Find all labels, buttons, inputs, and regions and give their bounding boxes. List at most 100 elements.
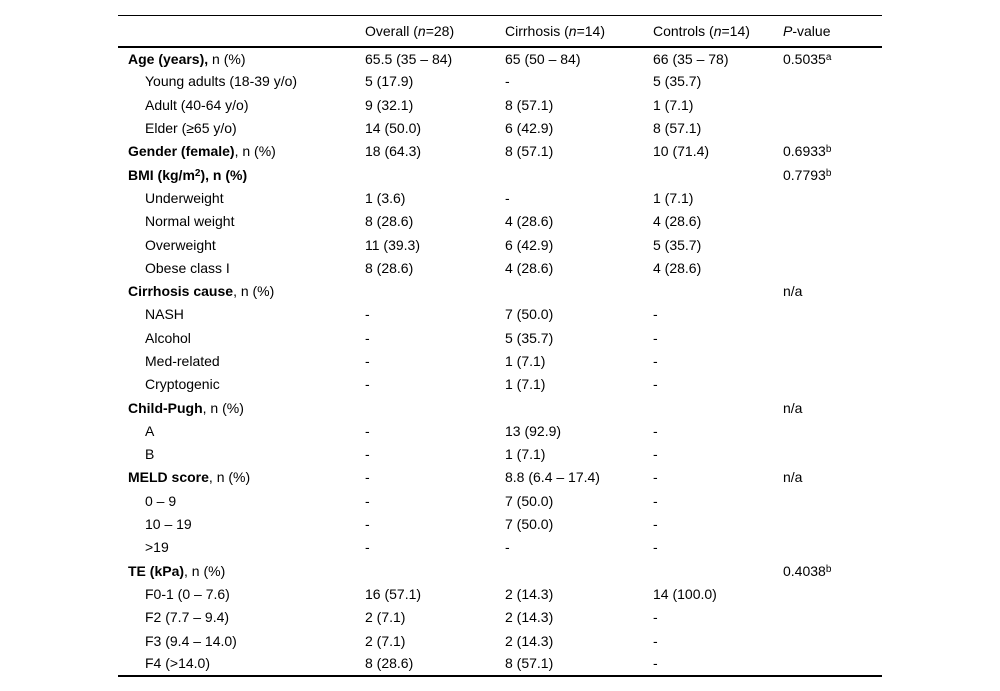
table-row: F2 (7.7 – 9.4) 2 (7.1) 2 (14.3) - bbox=[118, 606, 882, 629]
cell-controls: 5 (35.7) bbox=[653, 73, 702, 90]
cell-overall: - bbox=[365, 446, 370, 463]
cell-cirrhosis: 7 (50.0) bbox=[505, 492, 554, 509]
cell-controls: - bbox=[653, 492, 658, 509]
cell-controls: 8 (57.1) bbox=[653, 120, 702, 137]
cell-controls: - bbox=[653, 446, 658, 463]
cell-controls: 1 (7.1) bbox=[653, 96, 694, 113]
cell-pvalue bbox=[783, 582, 882, 605]
cell-overall: 1 (3.6) bbox=[365, 189, 406, 206]
cell-cirrhosis: 4 (28.6) bbox=[505, 213, 554, 230]
row-label: 10 – 19 bbox=[145, 516, 192, 533]
cell-pvalue bbox=[783, 93, 882, 116]
cell-pvalue: n/a bbox=[783, 399, 803, 416]
cell-pvalue bbox=[783, 116, 882, 139]
cell-cirrhosis bbox=[505, 163, 653, 186]
row-label: >19 bbox=[145, 539, 169, 556]
row-label: B bbox=[145, 446, 155, 463]
cell-cirrhosis: 8.8 (6.4 – 17.4) bbox=[505, 469, 600, 486]
row-label: Gender (female), n (%) bbox=[128, 143, 276, 160]
cell-cirrhosis bbox=[505, 559, 653, 582]
cell-pvalue bbox=[783, 373, 882, 396]
cell-controls bbox=[653, 279, 783, 302]
header-row: Overall (n=28) Cirrhosis (n=14) Controls… bbox=[118, 15, 882, 47]
cell-overall: - bbox=[365, 353, 370, 369]
cell-pvalue bbox=[783, 326, 882, 349]
cell-pvalue: n/a bbox=[783, 283, 803, 300]
row-label: 0 – 9 bbox=[145, 492, 177, 509]
row-label: Elder (≥65 y/o) bbox=[145, 120, 237, 137]
row-label: Obese class I bbox=[145, 259, 230, 276]
cell-cirrhosis: - bbox=[505, 189, 510, 206]
table-row: Child-Pugh, n (%) n/a bbox=[118, 396, 882, 419]
table-row: Gender (female), n (%) 18 (64.3) 8 (57.1… bbox=[118, 140, 882, 163]
cell-pvalue bbox=[783, 210, 882, 233]
italic-n: n bbox=[568, 22, 577, 39]
cell-pvalue: 0.5035a bbox=[783, 50, 832, 67]
cell-controls: - bbox=[653, 376, 658, 393]
cell-pvalue: 0.7793b bbox=[783, 166, 832, 183]
table-row: B - 1 (7.1) - bbox=[118, 443, 882, 466]
cell-controls: - bbox=[653, 469, 658, 486]
table-row: Overweight 11 (39.3) 6 (42.9) 5 (35.7) bbox=[118, 233, 882, 256]
cell-cirrhosis: - bbox=[505, 539, 510, 556]
row-label: NASH bbox=[145, 306, 184, 323]
cell-controls: - bbox=[653, 655, 658, 672]
cell-cirrhosis: 65 (50 – 84) bbox=[505, 50, 581, 67]
cell-controls: - bbox=[653, 353, 658, 369]
cell-pvalue bbox=[783, 512, 882, 535]
italic-p: P bbox=[783, 22, 793, 39]
cell-pvalue bbox=[783, 443, 882, 466]
table-row: BMI (kg/m2), n (%) 0.7793b bbox=[118, 163, 882, 186]
cell-controls: 5 (35.7) bbox=[653, 236, 702, 253]
cell-overall bbox=[365, 279, 505, 302]
italic-n: n bbox=[713, 22, 722, 39]
row-label: TE (kPa), n (%) bbox=[128, 562, 226, 579]
cell-overall: - bbox=[365, 329, 370, 346]
header-cirrhosis: Cirrhosis (n=14) bbox=[505, 22, 605, 39]
cell-cirrhosis: 1 (7.1) bbox=[505, 353, 546, 369]
cell-cirrhosis bbox=[505, 396, 653, 419]
cell-pvalue bbox=[783, 186, 882, 209]
cell-overall bbox=[365, 163, 505, 186]
patient-characteristics-table: Overall (n=28) Cirrhosis (n=14) Controls… bbox=[118, 15, 882, 677]
table-row: Med-related - 1 (7.1) - bbox=[118, 349, 882, 372]
cell-controls: 4 (28.6) bbox=[653, 213, 702, 230]
table-row: F4 (>14.0) 8 (28.6) 8 (57.1) - bbox=[118, 652, 882, 675]
cell-overall bbox=[365, 396, 505, 419]
table-row: Obese class I 8 (28.6) 4 (28.6) 4 (28.6) bbox=[118, 256, 882, 279]
cell-pvalue: 0.4038b bbox=[783, 562, 832, 579]
row-label: Normal weight bbox=[145, 213, 235, 230]
cell-overall: 2 (7.1) bbox=[365, 632, 406, 649]
table-row: MELD score, n (%) - 8.8 (6.4 – 17.4) - n… bbox=[118, 466, 882, 489]
cell-pvalue bbox=[783, 303, 882, 326]
table-row: TE (kPa), n (%) 0.4038b bbox=[118, 559, 882, 582]
cell-overall: 11 (39.3) bbox=[365, 236, 420, 253]
cell-pvalue bbox=[783, 606, 882, 629]
cell-cirrhosis: 6 (42.9) bbox=[505, 236, 554, 253]
cell-overall: - bbox=[365, 492, 370, 509]
table-row: Alcohol - 5 (35.7) - bbox=[118, 326, 882, 349]
cell-pvalue: 0.6933b bbox=[783, 143, 832, 160]
header-controls: Controls (n=14) bbox=[653, 22, 750, 39]
cell-pvalue: n/a bbox=[783, 469, 803, 486]
row-label: Child-Pugh, n (%) bbox=[128, 399, 244, 416]
cell-cirrhosis: 1 (7.1) bbox=[505, 376, 546, 393]
superscript: 2 bbox=[194, 167, 201, 179]
cell-controls: - bbox=[653, 306, 658, 323]
cell-controls bbox=[653, 559, 783, 582]
cell-controls: - bbox=[653, 516, 658, 533]
cell-cirrhosis: - bbox=[505, 73, 510, 90]
row-label: Cryptogenic bbox=[145, 376, 220, 393]
cell-pvalue bbox=[783, 536, 882, 559]
header-empty bbox=[118, 16, 365, 47]
cell-controls: - bbox=[653, 632, 658, 649]
row-label: Young adults (18-39 y/o) bbox=[145, 73, 298, 90]
cell-cirrhosis: 8 (57.1) bbox=[505, 143, 554, 160]
cell-controls: 14 (100.0) bbox=[653, 585, 717, 602]
cell-controls bbox=[653, 396, 783, 419]
table-row: Adult (40-64 y/o) 9 (32.1) 8 (57.1) 1 (7… bbox=[118, 93, 882, 116]
cell-controls: 1 (7.1) bbox=[653, 189, 694, 206]
cell-pvalue bbox=[783, 652, 882, 675]
footnote-marker: b bbox=[825, 167, 832, 179]
row-label: Alcohol bbox=[145, 329, 191, 346]
